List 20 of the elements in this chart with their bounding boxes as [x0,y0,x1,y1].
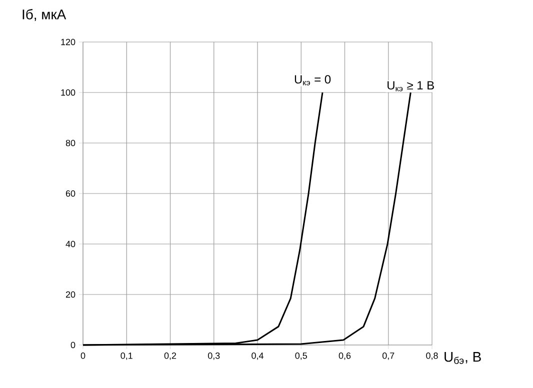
x-tick-label: 0,8 [426,352,438,360]
series-label: U$_{кэ}$ = 0 [294,75,331,86]
y-tick-label: 120 [61,38,76,46]
y-tick-label: 20 [66,291,76,298]
y-tick-label: 80 [66,140,76,146]
x-tick-label: 0,2 [164,352,176,360]
x-axis-title: U$_{бэ}$, В [444,352,481,364]
series-label: U$_{кэ}$ ≥ 1 В [388,81,434,92]
x-tick-label: 0,5 [295,352,307,360]
x-tick-label: 0 [80,352,86,359]
x-tick-label: 0,6 [338,352,351,360]
y-tick-label: 100 [61,89,76,96]
y-axis-title: Iб, мкА [22,8,66,21]
y-tick-label: 60 [66,190,76,197]
x-tick-label: 0,7 [382,352,394,360]
x-tick-label: 0,3 [208,352,220,360]
y-tick-label: 40 [66,240,76,248]
y-tick-label: 0 [70,342,76,348]
x-tick-label: 0,4 [252,352,264,360]
x-tick-label: 0,1 [120,352,132,360]
